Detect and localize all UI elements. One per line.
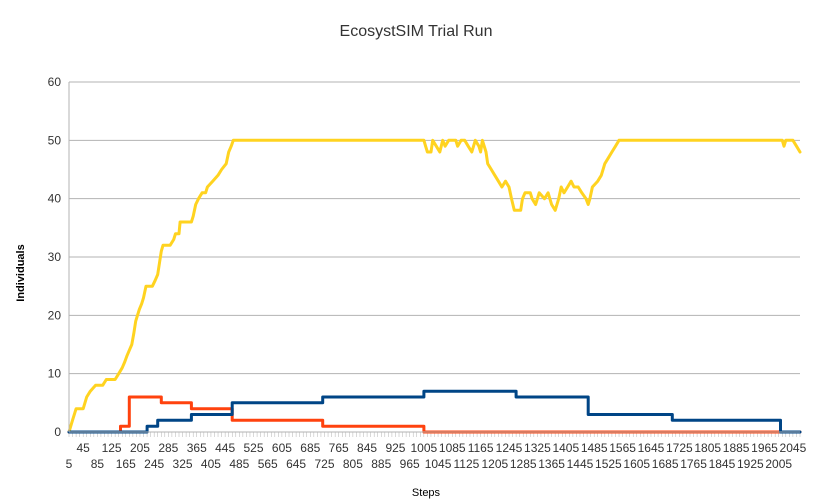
x-tick-label: 1885	[723, 441, 750, 455]
x-tick-labels: 45 125 205 285 365 445 525 605 685 765 845 925 1005 1…	[66, 441, 807, 471]
x-tick-label: 365	[187, 441, 207, 455]
y-tick-labels: 0 10 20 30 40 50 60	[48, 75, 62, 439]
series-lines	[67, 138, 802, 434]
y-tick-label: 20	[48, 308, 62, 322]
chart-title: EcosystSIM Trial Run	[340, 23, 493, 40]
axes	[68, 82, 800, 433]
x-tick-label: 485	[229, 457, 249, 471]
x-tick-label: 1205	[481, 457, 508, 471]
x-tick-label: 965	[400, 457, 420, 471]
x-tick-label: 85	[91, 457, 105, 471]
x-tick-label: 1525	[595, 457, 622, 471]
x-tick-label: 165	[116, 457, 136, 471]
x-tick-label: 1965	[751, 441, 778, 455]
x-tick-label: 245	[144, 457, 164, 471]
y-tick-label: 30	[48, 250, 62, 264]
x-tick-label: 205	[130, 441, 150, 455]
x-tick-label: 1845	[709, 457, 736, 471]
x-axis-title: Steps	[412, 487, 441, 499]
x-tick-label: 805	[343, 457, 363, 471]
x-tick-label: 885	[371, 457, 391, 471]
x-tick-label: 1165	[468, 441, 494, 455]
x-tick-label: 445	[215, 441, 235, 455]
x-tick-label: 1565	[609, 441, 636, 455]
x-tick-label: 765	[329, 441, 349, 455]
x-tick-label: 1085	[439, 441, 466, 455]
x-tick-label: 1445	[567, 457, 594, 471]
x-tick-label: 1925	[737, 457, 764, 471]
series-line-3	[67, 389, 802, 434]
y-axis-title: Individuals	[15, 244, 27, 301]
x-tick-label: 725	[314, 457, 334, 471]
x-tick-label: 1645	[638, 441, 665, 455]
x-tick-label: 5	[66, 457, 73, 471]
x-tick-label: 1685	[652, 457, 679, 471]
x-tick-label: 645	[286, 457, 306, 471]
y-tick-label: 60	[48, 75, 62, 89]
x-tick-label: 845	[357, 441, 377, 455]
x-tick-label: 1405	[552, 441, 579, 455]
x-tick-label: 1605	[623, 457, 650, 471]
x-tick-label: 1125	[454, 457, 480, 471]
series-line-1	[67, 138, 802, 434]
x-tick-label: 1285	[510, 457, 537, 471]
x-tick-label: 1005	[411, 441, 438, 455]
x-tick-label: 1765	[680, 457, 707, 471]
y-tick-label: 0	[54, 425, 61, 439]
x-tick-label: 405	[201, 457, 221, 471]
x-tick-label: 1245	[496, 441, 523, 455]
x-tick-label: 925	[385, 441, 405, 455]
x-tick-label: 325	[173, 457, 193, 471]
x-tick-label: 285	[158, 441, 178, 455]
x-tick-label: 525	[244, 441, 264, 455]
x-tick-label: 685	[300, 441, 320, 455]
y-tick-label: 50	[48, 133, 62, 147]
x-tick-label: 45	[77, 441, 91, 455]
x-tick-label: 1325	[524, 441, 551, 455]
y-tick-label: 40	[48, 192, 62, 206]
x-tick-label: 2005	[765, 457, 792, 471]
x-tick-label: 2045	[780, 441, 807, 455]
x-tick-label: 1805	[694, 441, 721, 455]
y-tick-label: 10	[48, 367, 62, 381]
x-tick-label: 605	[272, 441, 292, 455]
x-tick-label: 1485	[581, 441, 608, 455]
gridlines	[69, 81, 800, 433]
x-tick-label: 125	[102, 441, 122, 455]
x-tick-label: 565	[258, 457, 278, 471]
x-tick-label: 1045	[425, 457, 452, 471]
x-tick-label: 1365	[538, 457, 565, 471]
series-line-2	[67, 395, 802, 434]
x-tick-label: 1725	[666, 441, 693, 455]
